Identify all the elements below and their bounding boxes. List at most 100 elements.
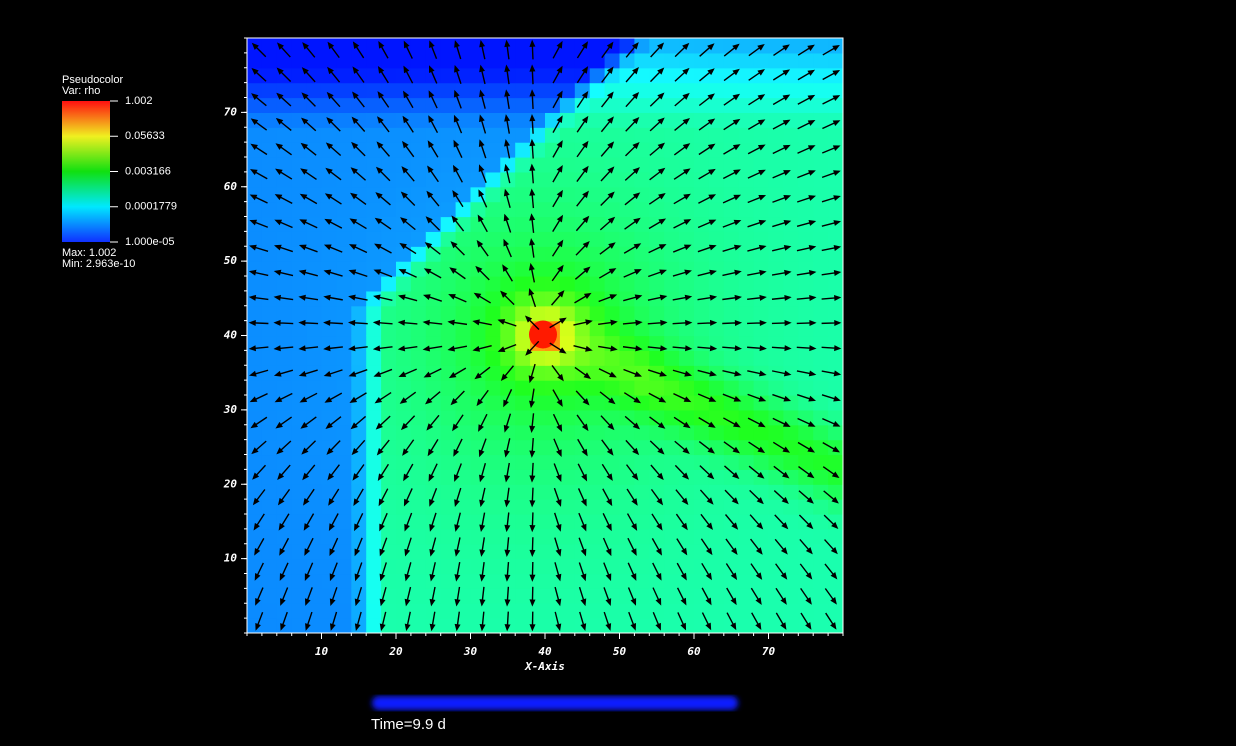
- arrow: [821, 195, 841, 203]
- arrow: [750, 563, 763, 580]
- field-cell: [306, 38, 323, 54]
- arrow: [529, 138, 536, 159]
- arrow: [249, 369, 269, 377]
- field-cell: [664, 112, 680, 128]
- field-cell: [381, 52, 397, 69]
- field-cell: [634, 246, 650, 262]
- field-cell: [425, 97, 442, 113]
- arrow: [399, 391, 417, 404]
- field-cell: [485, 246, 501, 262]
- field-cell: [738, 320, 755, 337]
- arrow: [748, 465, 765, 479]
- arrow: [722, 194, 742, 204]
- arrow: [354, 562, 363, 582]
- arrow: [352, 66, 365, 83]
- field-cell: [738, 231, 755, 247]
- field-cell: [440, 439, 457, 456]
- field-cell: [276, 38, 293, 54]
- field-cell: [619, 127, 635, 143]
- field-cell: [425, 246, 442, 262]
- field-cell: [500, 157, 516, 173]
- field-cell: [828, 573, 843, 589]
- field-cell: [306, 320, 323, 337]
- field-cell: [396, 409, 412, 426]
- field-cell: [738, 52, 755, 69]
- field-cell: [574, 246, 591, 262]
- arrow: [723, 441, 741, 454]
- field-cell: [291, 67, 308, 84]
- field-cell: [291, 97, 308, 113]
- arrow: [674, 92, 690, 107]
- arrow: [649, 167, 666, 181]
- arrow: [648, 218, 667, 230]
- field-cell: [381, 67, 397, 84]
- field-cell: [753, 231, 770, 247]
- field-cell: [455, 201, 472, 218]
- field-cell: [738, 588, 755, 604]
- field-cell: [813, 380, 829, 396]
- field-cell: [783, 38, 799, 54]
- arrow: [424, 391, 441, 405]
- field-cell: [813, 365, 829, 381]
- field-cell: [261, 82, 278, 99]
- field-cell: [470, 335, 486, 351]
- arrow: [428, 463, 438, 482]
- field-cell: [276, 305, 293, 322]
- arrow: [251, 67, 267, 82]
- arrow: [796, 269, 817, 276]
- arrow: [554, 537, 562, 557]
- field-cell: [574, 171, 591, 188]
- field-cell: [276, 52, 293, 69]
- arrow: [625, 91, 640, 108]
- field-cell: [828, 380, 843, 396]
- field-cell: [664, 171, 680, 188]
- arrow: [575, 215, 590, 232]
- field-cell: [813, 350, 829, 366]
- x-tick-label: 70: [762, 645, 776, 658]
- field-cell: [470, 216, 486, 232]
- field-cell: [247, 276, 263, 292]
- field-cell: [783, 469, 799, 485]
- arrow: [576, 115, 589, 133]
- vector-field: [248, 39, 842, 632]
- field-cell: [708, 112, 725, 128]
- field-cell: [798, 157, 814, 173]
- field-cell: [545, 38, 561, 54]
- field-cell: [410, 320, 427, 337]
- arrow: [775, 587, 787, 605]
- field-cell: [455, 380, 472, 396]
- field-cell: [261, 290, 278, 307]
- field-cell: [366, 514, 382, 530]
- field-cell: [306, 350, 323, 366]
- field-cell: [515, 320, 531, 337]
- field-cell: [247, 484, 263, 500]
- arrow: [274, 219, 293, 229]
- field-cell: [261, 618, 278, 633]
- field-cell: [723, 409, 740, 426]
- arrow: [479, 512, 486, 533]
- arrow: [574, 366, 592, 379]
- field-cell: [485, 484, 501, 500]
- arrow: [528, 262, 536, 283]
- arrow: [751, 612, 762, 631]
- field-cell: [485, 395, 501, 411]
- field-cell: [768, 350, 784, 366]
- field-cell: [813, 261, 829, 277]
- field-cell: [634, 409, 650, 426]
- field-cell: [589, 350, 606, 366]
- field-cell: [276, 97, 293, 113]
- field-cell: [694, 395, 710, 411]
- arrow: [251, 440, 267, 455]
- field-cell: [574, 82, 591, 99]
- field-cell: [813, 439, 829, 456]
- field-cell: [559, 514, 576, 530]
- arrow: [673, 193, 691, 205]
- field-cell: [291, 201, 308, 218]
- field-cell: [291, 127, 308, 143]
- arrow: [552, 413, 563, 433]
- field-cell: [604, 52, 621, 69]
- arrow: [323, 244, 343, 253]
- arrow: [673, 168, 691, 180]
- field-cell: [321, 499, 337, 515]
- field-cell: [723, 186, 740, 203]
